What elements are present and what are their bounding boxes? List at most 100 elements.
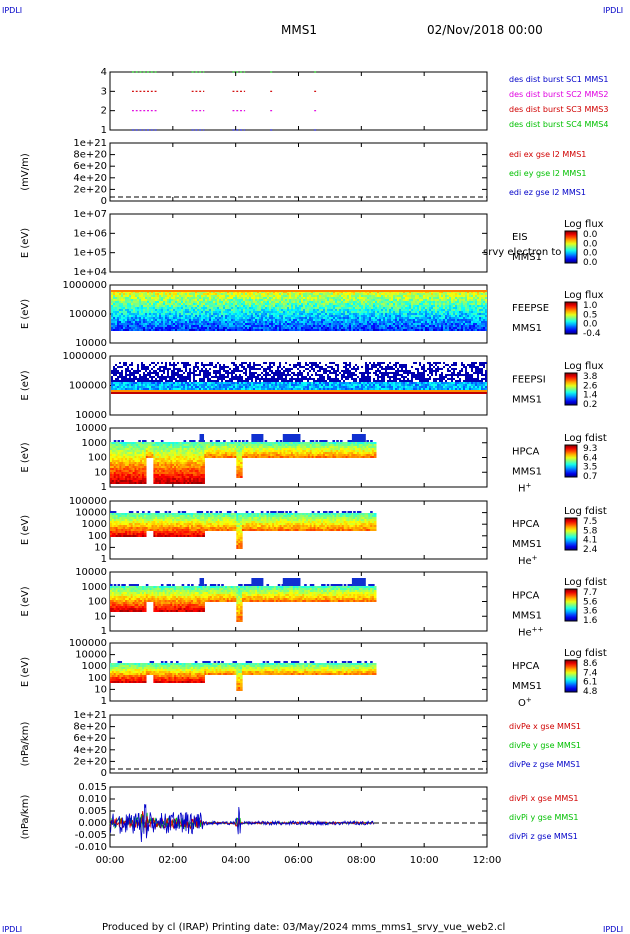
spectrogram-cell xyxy=(147,382,149,384)
spectrogram-cell xyxy=(115,378,117,380)
spectrogram-cell xyxy=(165,388,167,390)
spectrogram-cell xyxy=(325,290,327,292)
spectrogram-cell xyxy=(279,309,281,311)
y-axis-label: E (eV) xyxy=(20,370,31,400)
spectrogram-cell xyxy=(197,290,199,292)
spectrogram-cell xyxy=(197,309,199,311)
spectrogram-cell xyxy=(167,313,169,315)
spectrogram-cell xyxy=(295,295,297,297)
spectrogram-cell xyxy=(483,325,485,327)
spectrogram-cell xyxy=(375,301,377,303)
spectrogram-cell xyxy=(351,319,353,321)
spectrogram-cell xyxy=(425,317,427,319)
spectrogram-cell xyxy=(253,329,255,331)
spectrogram-cell xyxy=(391,305,393,307)
spectrogram-cell xyxy=(411,303,413,305)
spectrogram-cell xyxy=(429,293,431,295)
spectrogram-cell xyxy=(267,299,269,301)
spectrogram-cell xyxy=(191,317,193,319)
spectrogram-cell xyxy=(235,327,237,329)
spectrogram-cell xyxy=(481,293,483,295)
spectrogram-cell xyxy=(291,319,293,321)
spectrogram-cell xyxy=(343,303,345,305)
spectrogram-cell xyxy=(339,329,341,331)
spectrogram-cell xyxy=(251,297,253,299)
spectrogram-cell xyxy=(133,392,135,394)
spectrogram-cell xyxy=(151,301,153,303)
spectrogram-cell xyxy=(303,293,305,295)
spectrogram-cell xyxy=(271,303,273,305)
spectrogram-cell xyxy=(161,388,163,390)
spectrogram-cell xyxy=(125,301,127,303)
spectrogram-cell xyxy=(183,309,185,311)
spectrogram-cell xyxy=(401,319,403,321)
spectrogram-cell xyxy=(225,290,227,292)
spectrogram-cell xyxy=(161,297,163,299)
spectrogram-cell xyxy=(303,299,305,301)
spectrogram-cell xyxy=(247,325,249,327)
spectrogram-cell xyxy=(153,370,155,372)
spectrogram-cell xyxy=(437,305,439,307)
spectrogram-cell xyxy=(439,299,441,301)
spectrogram-cell xyxy=(145,323,147,325)
spectrogram-cell xyxy=(173,311,175,313)
spectrogram-cell xyxy=(139,374,141,376)
spectrogram-cell xyxy=(119,382,121,384)
spectrogram-cell xyxy=(225,317,227,319)
spectrogram-cell xyxy=(141,390,143,392)
spectrogram-cell xyxy=(271,315,273,317)
spectrogram-cell xyxy=(281,311,283,313)
spectrogram-cell xyxy=(141,380,143,382)
spectrogram-cell xyxy=(359,299,361,301)
spectrogram-cell xyxy=(349,295,351,297)
spectrogram-cell xyxy=(429,305,431,307)
spectrogram-cell xyxy=(485,321,487,323)
spectrogram-cell xyxy=(267,293,269,295)
spectrogram-cell xyxy=(207,384,209,386)
spectrogram-cell xyxy=(219,299,221,301)
spectrogram-cell xyxy=(309,327,311,329)
spectrogram-cell xyxy=(115,319,117,321)
spectrogram-cell xyxy=(147,311,149,313)
spectrogram-cell xyxy=(325,297,327,299)
spectrogram-cell xyxy=(409,315,411,317)
spectrogram-cell xyxy=(129,307,131,309)
spectrogram-cell xyxy=(285,303,287,305)
spectrogram-cell xyxy=(345,319,347,321)
spectrogram-cell xyxy=(239,321,241,323)
spectrogram-cell xyxy=(143,321,145,323)
spectrogram-cell xyxy=(397,323,399,325)
spectrogram-cell xyxy=(153,376,155,378)
spectrogram-cell xyxy=(331,301,333,303)
spectrogram-cell xyxy=(273,299,275,301)
spectrogram-cell xyxy=(383,293,385,295)
spectrogram-cell xyxy=(237,327,239,329)
spectrogram-cell xyxy=(321,293,323,295)
colorbar-tick-label: 3.8 xyxy=(583,372,598,382)
spectrogram-cell xyxy=(167,374,169,376)
spectrogram-cell xyxy=(217,290,219,292)
spectrogram-cell xyxy=(279,321,281,323)
spectrogram-cell xyxy=(371,313,373,315)
spectrogram-cell xyxy=(315,327,317,329)
spectrogram-cell xyxy=(121,311,123,313)
spectrogram-cell xyxy=(331,311,333,313)
spectrogram-cell xyxy=(137,366,139,368)
spectrogram-cell xyxy=(161,329,163,331)
spectrogram-cell xyxy=(409,323,411,325)
spectrogram-cell xyxy=(235,323,237,325)
spectrogram-cell xyxy=(339,309,341,311)
spectrogram-cell xyxy=(177,376,179,378)
spectrogram-cell xyxy=(377,321,379,323)
spectrogram-cell xyxy=(259,303,261,305)
spectrogram-cell xyxy=(321,315,323,317)
spectrogram-cell xyxy=(147,301,149,303)
spectrogram-cell xyxy=(435,295,437,297)
spectrogram-cell xyxy=(131,297,133,299)
spectrogram-cell xyxy=(159,368,161,370)
spectrogram-cell xyxy=(343,299,345,301)
spectrogram-cell xyxy=(269,327,271,329)
spectrogram-cell xyxy=(115,299,117,301)
spectrogram-cell xyxy=(185,388,187,390)
spectrogram-cell xyxy=(305,327,307,329)
